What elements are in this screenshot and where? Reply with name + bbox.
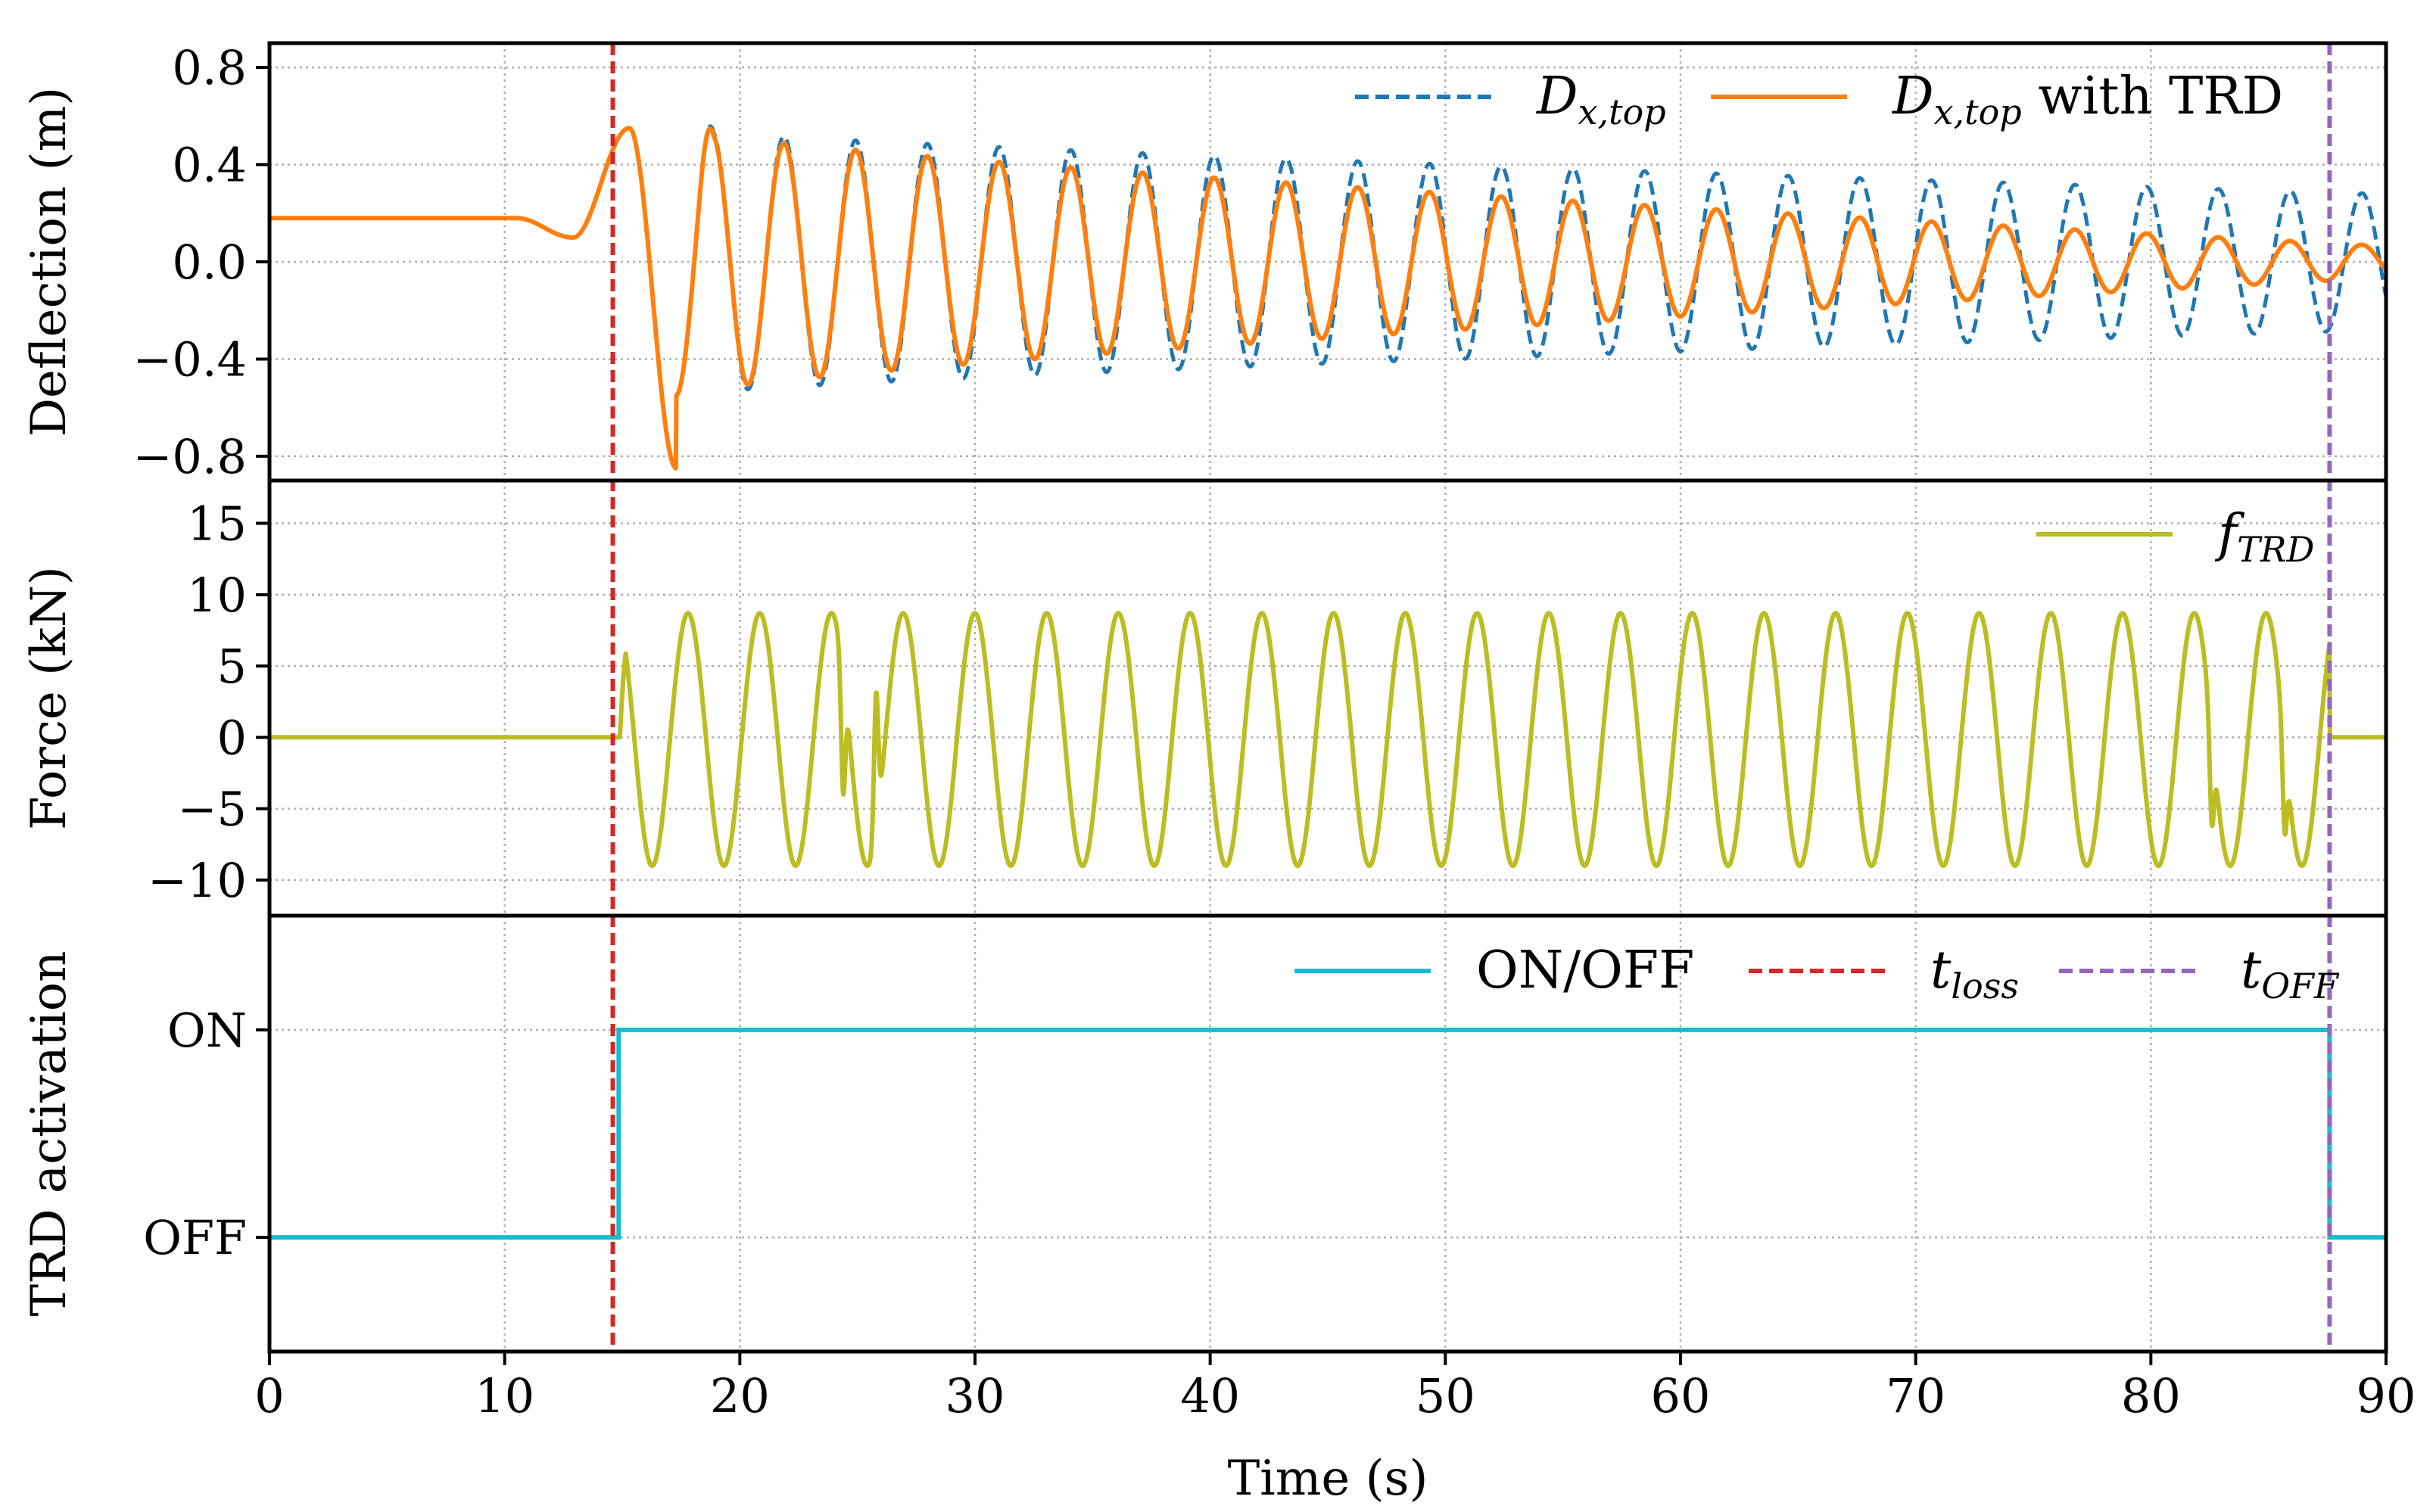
x-tick-label: 70 <box>1886 1368 1945 1423</box>
series-line-f-trd <box>269 611 2386 868</box>
x-tick-label: 0 <box>254 1368 284 1423</box>
x-tick-label: 60 <box>1651 1368 1711 1423</box>
series-layer <box>269 124 2386 1240</box>
y-tick-label: −0.4 <box>132 331 247 387</box>
x-tick-label: 30 <box>945 1368 1005 1423</box>
axes-frame <box>267 913 2388 1354</box>
legend-label: tloss <box>1930 941 2019 1006</box>
x-tick-label: 40 <box>1180 1368 1240 1423</box>
legend-entry-dx-top: Dx,top <box>1355 67 1666 132</box>
y-tick-label: 15 <box>187 496 247 552</box>
legend-label: fTRD <box>2214 504 2314 570</box>
legend-label: Dx,top with TRD <box>1891 67 2283 132</box>
axes-frame <box>267 478 2388 918</box>
legend-label: tOFF <box>2241 941 2340 1006</box>
y-tick-label: −10 <box>148 853 247 908</box>
legend-entry-on-off: ON/OFF <box>1294 941 1694 1000</box>
x-tick-label: 90 <box>2357 1368 2416 1423</box>
marker-layer <box>610 43 2332 1352</box>
series-line-dx-top-trd <box>269 126 2386 471</box>
y-tick-label: ON <box>167 1003 247 1058</box>
y-axis-label: Force (kN) <box>21 566 77 830</box>
x-tick-label: 20 <box>710 1368 770 1423</box>
series-line-on-off <box>269 1027 2386 1240</box>
legend-label: ON/OFF <box>1476 941 1694 1000</box>
series-line-dx-top <box>269 124 2386 471</box>
y-tick-label: 5 <box>217 639 247 694</box>
y-axis-label: TRD activation <box>21 951 77 1317</box>
x-tick-label: 50 <box>1416 1368 1475 1423</box>
y-tick-label: 0.8 <box>172 40 247 95</box>
legend-label: Dx,top <box>1535 67 1666 132</box>
legend-entry-f-trd: fTRD <box>2036 504 2314 570</box>
x-axis-label: Time (s) <box>1228 1451 1428 1507</box>
y-tick-label: 0 <box>217 710 247 765</box>
frame-layer <box>267 41 2388 1354</box>
y-tick-label: 10 <box>187 568 247 623</box>
x-tick-label: 80 <box>2121 1368 2181 1423</box>
y-tick-label: 0.0 <box>172 235 247 290</box>
y-tick-label: OFF <box>143 1210 247 1265</box>
legend-entry-t-loss: tloss <box>1749 941 2019 1006</box>
y-tick-label: −5 <box>178 782 247 837</box>
y-axis-label: Deflection (m) <box>21 87 77 437</box>
y-tick-label: 0.4 <box>172 138 247 193</box>
y-tick-label: −0.8 <box>132 429 247 484</box>
legend-entry-t-off: tOFF <box>2059 941 2340 1006</box>
legend-layer: Dx,top Dx,top with TRD fTRD ON/OFF tloss tOFF <box>1294 67 2340 1006</box>
x-tick-label: 10 <box>475 1368 534 1423</box>
legend-entry-dx-top-trd: Dx,top with TRD <box>1711 67 2283 132</box>
label-layer: Deflection (m) Force (kN) TRD activation Ti… <box>21 87 1428 1507</box>
grid-layer <box>268 43 2388 1352</box>
